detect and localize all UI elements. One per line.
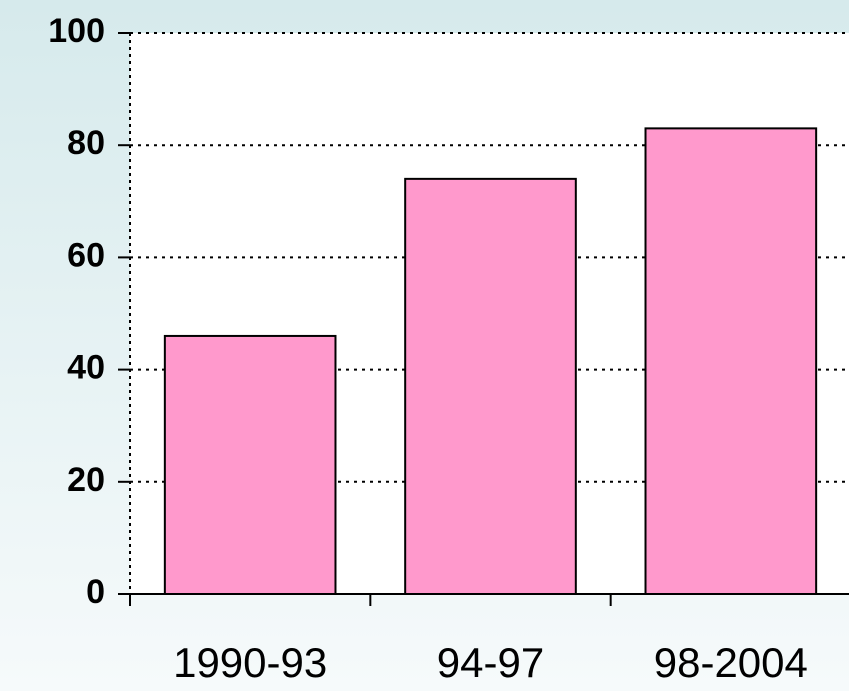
- x-tick-label: 1990-93: [173, 639, 327, 686]
- x-tick-label: 94-97: [437, 639, 544, 686]
- y-tick-label: 80: [67, 124, 105, 162]
- bar: [163, 334, 337, 595]
- y-tick-label: 60: [67, 236, 105, 274]
- y-tick-label: 20: [67, 461, 105, 499]
- bar: [404, 177, 577, 596]
- bar: [644, 127, 818, 595]
- y-tick-label: 100: [48, 12, 105, 50]
- x-tick-label: 98-2004: [654, 639, 808, 686]
- y-tick-label: 40: [67, 349, 105, 387]
- y-tick-label: 0: [86, 573, 105, 611]
